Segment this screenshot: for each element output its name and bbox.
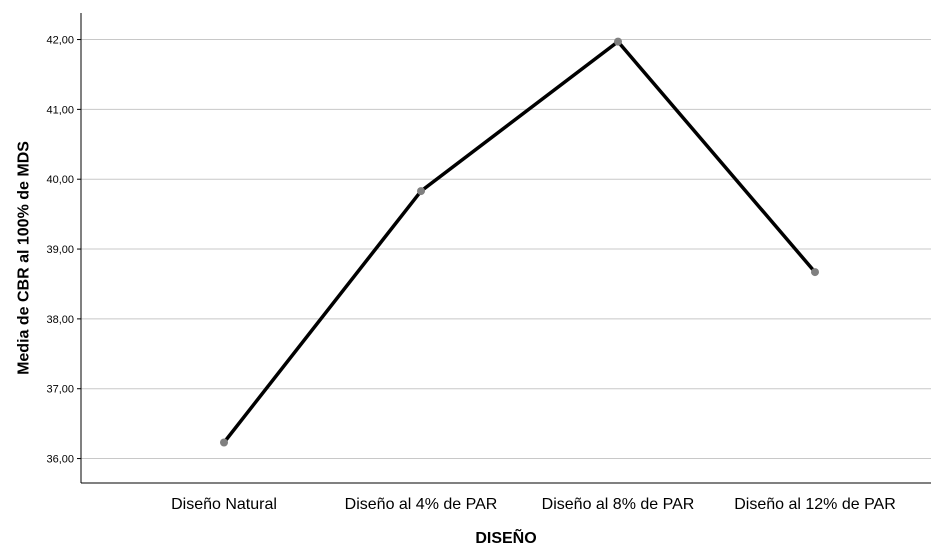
y-tick-label: 36,00 — [46, 454, 74, 466]
y-tick-label: 39,00 — [46, 244, 74, 256]
data-point — [811, 268, 819, 277]
x-axis-title: DISEÑO — [475, 527, 536, 547]
y-axis-title: Media de CBR al 100% de MDS — [16, 141, 33, 375]
series-markers — [220, 37, 819, 447]
y-tick-label: 40,00 — [46, 174, 74, 186]
data-point — [417, 187, 425, 196]
y-axis-ticks: 36,00 37,00 38,00 39,00 40,00 41,00 42,00 — [46, 35, 81, 466]
y-tick-label: 41,00 — [46, 104, 74, 116]
x-tick-label: Diseño Natural — [171, 496, 277, 513]
gridlines — [81, 39, 931, 460]
data-point — [614, 37, 622, 46]
x-tick-label: Diseño al 4% de PAR — [345, 496, 498, 513]
data-point — [220, 438, 228, 447]
x-axis-ticks: Diseño Natural Diseño al 4% de PAR Diseño … — [171, 496, 896, 513]
y-tick-label: 42,00 — [46, 35, 74, 47]
y-tick-label: 37,00 — [46, 384, 74, 396]
series-line — [222, 39, 817, 444]
x-tick-label: Diseño al 12% de PAR — [734, 496, 896, 513]
y-tick-label: 38,00 — [46, 314, 74, 326]
x-tick-label: Diseño al 8% de PAR — [542, 496, 695, 513]
